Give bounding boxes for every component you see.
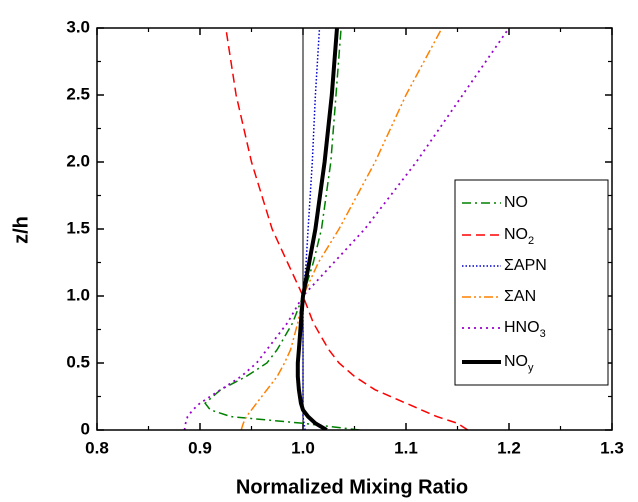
y-tick-label: 1.0 [66, 285, 90, 304]
legend-name: NO [504, 194, 528, 211]
plot-frame [96, 27, 613, 431]
legend-name: HNO [504, 319, 540, 336]
series-line [183, 28, 510, 430]
series-line [295, 28, 339, 430]
legend-box [454, 179, 609, 386]
legend-label: NO2 [504, 226, 534, 247]
series-line [240, 28, 443, 430]
x-tick-label: 1.0 [291, 438, 315, 457]
legend-name: ΣAPN [504, 257, 547, 274]
x-tick-label: 0.9 [188, 438, 212, 457]
legend-name: ΣAN [504, 288, 536, 305]
legend-label: ΣAN [504, 288, 536, 305]
legend-label: HNO3 [504, 319, 546, 340]
x-tick-label: 1.1 [394, 438, 418, 457]
y-tick-label: 3.0 [66, 17, 90, 36]
y-tick-label: 0 [81, 419, 90, 438]
y-tick-label: 2.5 [66, 84, 90, 103]
legend-subscript: 2 [528, 235, 534, 247]
legend-subscript: y [528, 362, 534, 374]
legend-subscript: 3 [540, 328, 546, 340]
series-line [225, 28, 469, 430]
y-axis-label: z/h [10, 216, 32, 244]
y-tick-label: 2.0 [66, 151, 90, 170]
y-tick-label: 1.5 [66, 218, 90, 237]
y-tick-label: 0.5 [66, 352, 90, 371]
legend-name: NO [504, 353, 528, 370]
legend-label: NOy [504, 353, 534, 374]
x-axis-label: Normalized Mixing Ratio [236, 476, 468, 498]
legend-label: NO [504, 194, 528, 211]
legend-name: NO [504, 226, 528, 243]
x-tick-label: 1.2 [497, 438, 521, 457]
x-tick-label: 0.8 [85, 438, 109, 457]
series-line [302, 28, 321, 430]
x-tick-label: 1.3 [600, 438, 624, 457]
series-line [204, 28, 360, 430]
legend-label: ΣAPN [504, 257, 547, 274]
